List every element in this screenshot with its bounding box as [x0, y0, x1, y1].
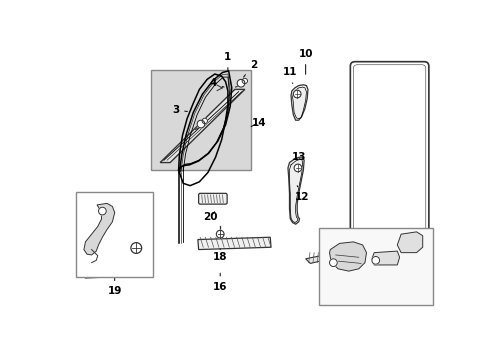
Text: 7: 7 — [322, 265, 336, 278]
Polygon shape — [287, 157, 304, 224]
Text: 17: 17 — [324, 265, 341, 278]
Text: 9: 9 — [399, 232, 413, 243]
Text: 13: 13 — [291, 152, 305, 168]
Text: 6: 6 — [354, 282, 361, 296]
Text: 12: 12 — [294, 186, 308, 202]
Circle shape — [99, 207, 106, 215]
FancyBboxPatch shape — [349, 62, 428, 287]
Circle shape — [197, 120, 204, 128]
Text: 15: 15 — [395, 112, 410, 122]
Polygon shape — [160, 89, 244, 163]
Circle shape — [131, 243, 142, 253]
FancyBboxPatch shape — [198, 193, 226, 204]
Polygon shape — [396, 232, 422, 253]
Bar — [318, 228, 432, 305]
Text: 16: 16 — [212, 273, 227, 292]
Circle shape — [202, 118, 207, 124]
Polygon shape — [329, 242, 366, 271]
Text: 19: 19 — [107, 278, 122, 296]
Text: 2: 2 — [243, 60, 256, 77]
Circle shape — [329, 259, 337, 266]
Text: 18: 18 — [212, 249, 227, 262]
Text: 20: 20 — [203, 212, 217, 222]
Text: 3: 3 — [172, 105, 187, 115]
FancyBboxPatch shape — [353, 65, 425, 283]
Polygon shape — [84, 203, 115, 255]
Text: 5: 5 — [100, 214, 106, 224]
Polygon shape — [371, 251, 399, 265]
Text: 10: 10 — [298, 49, 312, 74]
Polygon shape — [79, 263, 126, 278]
Circle shape — [371, 256, 379, 264]
Polygon shape — [290, 85, 307, 120]
Text: 14: 14 — [251, 117, 265, 127]
Text: 8: 8 — [385, 262, 399, 272]
Bar — [76, 192, 153, 276]
Polygon shape — [198, 237, 270, 249]
Circle shape — [237, 80, 244, 87]
Text: 4: 4 — [209, 78, 224, 88]
Circle shape — [216, 230, 224, 238]
Polygon shape — [305, 253, 339, 264]
FancyBboxPatch shape — [356, 68, 422, 280]
Text: 21: 21 — [129, 261, 143, 278]
Text: 11: 11 — [283, 67, 297, 84]
Text: 1: 1 — [224, 52, 231, 70]
Bar — [151, 70, 250, 170]
Circle shape — [242, 78, 247, 84]
Circle shape — [293, 164, 301, 172]
Circle shape — [293, 90, 301, 98]
